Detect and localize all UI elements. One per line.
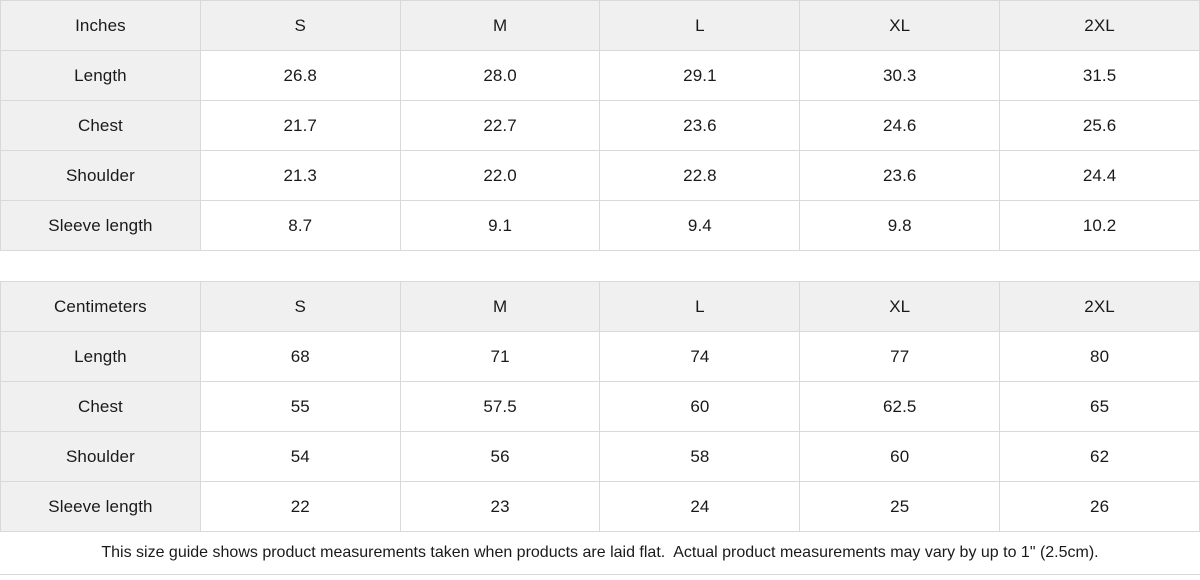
measurement-row: Chest 55 57.5 60 62.5 65 [0,381,1200,432]
measurement-value-cell: 21.7 [199,100,401,151]
measurement-label-cell: Shoulder [0,431,201,482]
size-guide-footnote: This size guide shows product measuremen… [0,532,1200,575]
measurement-label-cell: Sleeve length [0,200,201,251]
measurement-value-cell: 23 [399,481,601,532]
size-column-header: L [599,281,801,332]
size-column-header: M [399,281,601,332]
measurement-value-cell: 60 [799,431,1001,482]
measurement-value-cell: 57.5 [399,381,601,432]
measurement-value-cell: 31.5 [999,50,1200,101]
measurement-label-cell: Chest [0,381,201,432]
unit-label-cell: Centimeters [0,281,201,332]
size-column-header: M [399,0,601,51]
measurement-value-cell: 62 [999,431,1200,482]
measurement-label-cell: Sleeve length [0,481,201,532]
measurement-value-cell: 58 [599,431,801,482]
measurement-value-cell: 9.1 [399,200,601,251]
measurement-label-cell: Length [0,50,201,101]
measurement-value-cell: 23.6 [599,100,801,151]
measurement-value-cell: 29.1 [599,50,801,101]
size-column-header: S [199,281,401,332]
measurement-value-cell: 21.3 [199,150,401,201]
measurement-value-cell: 22.8 [599,150,801,201]
measurement-value-cell: 22.7 [399,100,601,151]
measurement-value-cell: 26.8 [199,50,401,101]
measurement-value-cell: 62.5 [799,381,1001,432]
size-column-header: 2XL [999,281,1200,332]
measurement-value-cell: 74 [599,331,801,382]
size-table-header-row: Inches S M L XL 2XL [0,0,1200,51]
measurement-value-cell: 25.6 [999,100,1200,151]
measurement-value-cell: 22 [199,481,401,532]
measurement-value-cell: 23.6 [799,150,1001,201]
size-table-centimeters: Centimeters S M L XL 2XL Length 68 71 74 77 80 Chest… [0,281,1200,532]
size-column-header: XL [799,0,1001,51]
measurement-row: Sleeve length 22 23 24 25 26 [0,481,1200,532]
measurement-value-cell: 9.4 [599,200,801,251]
measurement-value-cell: 68 [199,331,401,382]
unit-label-cell: Inches [0,0,201,51]
measurement-row: Sleeve length 8.7 9.1 9.4 9.8 10.2 [0,200,1200,251]
measurement-label-cell: Length [0,331,201,382]
measurement-value-cell: 24 [599,481,801,532]
measurement-value-cell: 80 [999,331,1200,382]
measurement-row: Shoulder 21.3 22.0 22.8 23.6 24.4 [0,150,1200,201]
measurement-value-cell: 56 [399,431,601,482]
measurement-value-cell: 55 [199,381,401,432]
size-column-header: S [199,0,401,51]
measurement-value-cell: 71 [399,331,601,382]
measurement-value-cell: 24.6 [799,100,1001,151]
measurement-label-cell: Shoulder [0,150,201,201]
measurement-value-cell: 77 [799,331,1001,382]
table-gap [0,251,1200,281]
measurement-value-cell: 60 [599,381,801,432]
measurement-label-cell: Chest [0,100,201,151]
size-table-inches: Inches S M L XL 2XL Length 26.8 28.0 29.1 30.3 31.5… [0,0,1200,251]
measurement-value-cell: 54 [199,431,401,482]
measurement-row: Shoulder 54 56 58 60 62 [0,431,1200,482]
measurement-value-cell: 30.3 [799,50,1001,101]
measurement-row: Length 26.8 28.0 29.1 30.3 31.5 [0,50,1200,101]
measurement-value-cell: 65 [999,381,1200,432]
measurement-value-cell: 22.0 [399,150,601,201]
measurement-value-cell: 25 [799,481,1001,532]
measurement-row: Chest 21.7 22.7 23.6 24.6 25.6 [0,100,1200,151]
measurement-value-cell: 8.7 [199,200,401,251]
measurement-value-cell: 28.0 [399,50,601,101]
measurement-value-cell: 24.4 [999,150,1200,201]
size-column-header: L [599,0,801,51]
measurement-row: Length 68 71 74 77 80 [0,331,1200,382]
measurement-value-cell: 10.2 [999,200,1200,251]
size-column-header: 2XL [999,0,1200,51]
size-table-header-row: Centimeters S M L XL 2XL [0,281,1200,332]
measurement-value-cell: 9.8 [799,200,1001,251]
measurement-value-cell: 26 [999,481,1200,532]
size-column-header: XL [799,281,1001,332]
